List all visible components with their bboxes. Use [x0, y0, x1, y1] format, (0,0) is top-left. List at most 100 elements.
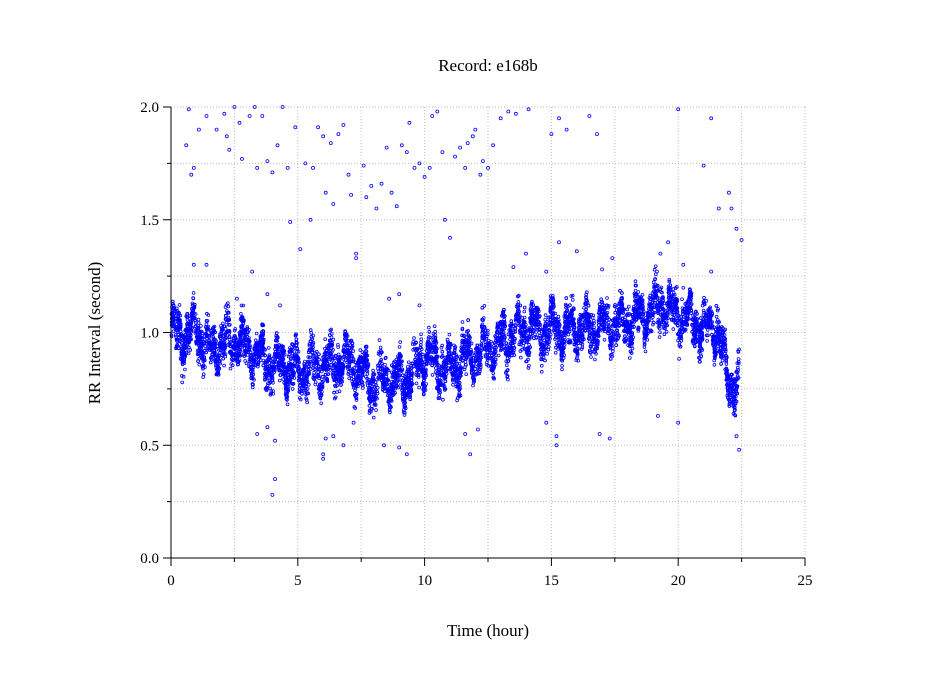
- data-point: [336, 352, 341, 357]
- data-point: [239, 311, 243, 316]
- data-point: [613, 302, 617, 307]
- data-point: [720, 358, 725, 363]
- data-point: [651, 310, 655, 314]
- data-point: [544, 345, 549, 349]
- data-point: [734, 390, 738, 395]
- data-point: [574, 358, 578, 362]
- data-point: [193, 312, 198, 316]
- data-point: [319, 369, 324, 374]
- data-point: [605, 296, 609, 300]
- data-point: [169, 334, 174, 339]
- data-point: [352, 366, 356, 370]
- data-point: [545, 351, 549, 356]
- data-point: [705, 339, 709, 343]
- data-point: [516, 300, 521, 304]
- data-point: [177, 303, 182, 307]
- data-point: [719, 325, 724, 329]
- data-point: [219, 331, 223, 336]
- data-point: [376, 351, 381, 356]
- data-points: [169, 105, 744, 497]
- grid-lines: [171, 106, 806, 558]
- data-point: [229, 357, 234, 362]
- data-point: [307, 364, 311, 369]
- data-point: [593, 357, 597, 362]
- data-point: [651, 322, 655, 327]
- data-point: [539, 357, 543, 362]
- data-point: [587, 339, 592, 344]
- data-point: [649, 318, 654, 323]
- data-point: [419, 337, 424, 342]
- data-point: [590, 316, 595, 320]
- data-point: [714, 314, 719, 319]
- data-point: [479, 343, 484, 348]
- data-point: [266, 346, 271, 350]
- data-point: [518, 355, 523, 360]
- data-point: [491, 371, 496, 376]
- data-point: [371, 368, 375, 373]
- data-point: [606, 320, 611, 325]
- data-point: [469, 347, 473, 352]
- data-point: [302, 363, 307, 368]
- data-point: [643, 349, 648, 354]
- data-point: [245, 325, 250, 329]
- data-point: [633, 288, 638, 293]
- data-point: [664, 320, 669, 324]
- data-point: [432, 324, 437, 329]
- data-point: [377, 338, 382, 342]
- data-point: [662, 326, 666, 330]
- data-point: [371, 415, 376, 420]
- data-point: [626, 304, 631, 309]
- data-point: [600, 300, 605, 305]
- data-point: [625, 307, 630, 312]
- data-point: [228, 366, 233, 371]
- data-point: [353, 388, 357, 393]
- data-point: [652, 267, 657, 272]
- data-point: [610, 349, 615, 354]
- data-point: [351, 349, 356, 353]
- data-point: [277, 368, 282, 372]
- data-point: [714, 338, 719, 343]
- data-point: [496, 353, 501, 358]
- data-point: [319, 401, 324, 406]
- data-point: [405, 364, 410, 369]
- data-point: [539, 369, 544, 374]
- data-point: [191, 291, 196, 295]
- data-point: [430, 373, 435, 377]
- data-point: [653, 277, 657, 282]
- data-point: [469, 341, 474, 346]
- data-point: [371, 372, 375, 377]
- data-point: [451, 382, 455, 387]
- data-point: [350, 354, 354, 359]
- data-point: [701, 308, 706, 313]
- data-point: [526, 366, 531, 370]
- data-point: [347, 376, 352, 381]
- data-point: [702, 295, 706, 300]
- data-point: [230, 363, 235, 368]
- data-point: [666, 296, 671, 300]
- data-point: [651, 280, 656, 285]
- data-point: [323, 337, 328, 342]
- data-point: [463, 360, 468, 364]
- data-point: [365, 369, 370, 374]
- data-point: [218, 350, 222, 355]
- data-point: [662, 332, 667, 337]
- data-point: [514, 304, 519, 309]
- data-point: [367, 403, 372, 408]
- data-point: [556, 336, 561, 341]
- data-point: [196, 317, 201, 322]
- data-point: [634, 303, 638, 307]
- data-point: [336, 342, 340, 347]
- data-point: [233, 327, 238, 331]
- data-point: [516, 293, 521, 298]
- data-point: [539, 363, 544, 368]
- data-point: [417, 385, 421, 390]
- data-point: [183, 367, 187, 372]
- data-point: [723, 367, 727, 372]
- data-point: [677, 357, 681, 361]
- data-point: [522, 309, 527, 314]
- data-point: [256, 364, 260, 369]
- data-point: [340, 359, 344, 363]
- data-point: [373, 387, 378, 392]
- data-point: [734, 389, 738, 393]
